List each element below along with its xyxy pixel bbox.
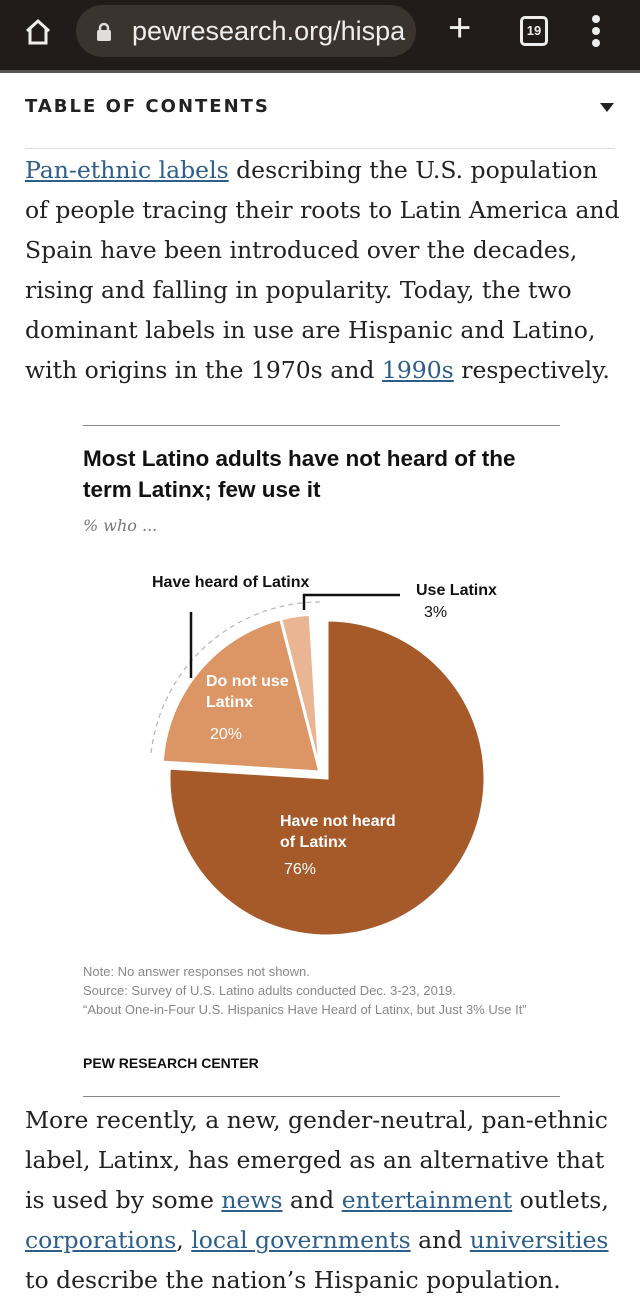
divider (25, 148, 615, 149)
link-corporations[interactable]: corporations (25, 1226, 177, 1254)
tab-switcher-button[interactable]: 19 (520, 16, 548, 46)
new-tab-button[interactable]: + (448, 6, 472, 50)
label-have-not-heard: Have not heard of Latinx (280, 813, 396, 851)
paragraph: More recently, a new, gender-neutral, pa… (25, 1106, 609, 1294)
divider (83, 1096, 560, 1097)
browser-toolbar: pewresearch.org/hispa + 19 (0, 0, 640, 73)
leader-line-use (302, 593, 400, 610)
link-local-governments[interactable]: local governments (191, 1226, 411, 1254)
label-have-heard: Have heard of Latinx (152, 574, 310, 591)
more-vert-icon[interactable] (590, 14, 602, 48)
value-do-not-use: 20% (210, 726, 243, 743)
chart-subtitle: % who ... (83, 516, 158, 535)
url-text: pewresearch.org/hispa (132, 16, 406, 46)
home-icon[interactable] (24, 18, 52, 46)
link-1990s[interactable]: 1990s (381, 356, 454, 384)
value-use-latinx: 3% (424, 604, 448, 621)
toc-toggle[interactable]: TABLE OF CONTENTS (25, 96, 270, 117)
link-news[interactable]: news (221, 1186, 283, 1214)
value-have-not-heard: 76% (284, 861, 317, 878)
chart-title: Most Latino adults have not heard of the… (83, 446, 516, 502)
lock-icon (97, 22, 111, 41)
address-bar[interactable]: pewresearch.org/hispa (76, 5, 416, 57)
link-universities[interactable]: universities (469, 1226, 609, 1254)
caret-down-icon[interactable] (600, 103, 614, 112)
pie-slice (167, 618, 487, 938)
label-use-latinx: Use Latinx (416, 582, 497, 599)
paragraph: Pan-ethnic labels describing the U.S. po… (25, 156, 620, 384)
divider (83, 425, 560, 426)
chart-notes: Note: No answer responses not shown. Sou… (83, 964, 527, 1017)
link-entertainment[interactable]: entertainment (341, 1186, 513, 1214)
label-do-not-use: Do not use Latinx (206, 673, 289, 711)
pie-slice (160, 617, 322, 774)
pie-slice (278, 612, 322, 773)
chart-credit: PEW RESEARCH CENTER (83, 1055, 259, 1071)
link-pan-ethnic-labels[interactable]: Pan-ethnic labels (25, 156, 229, 184)
